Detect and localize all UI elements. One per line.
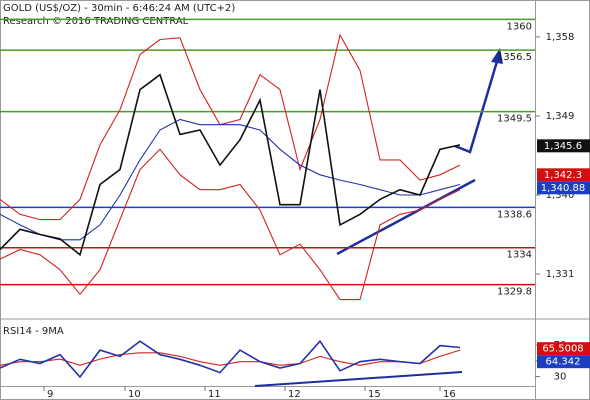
level-label: 1360 bbox=[507, 21, 532, 32]
x-tick-label: 11 bbox=[208, 389, 221, 400]
series-line bbox=[0, 118, 461, 241]
y-tick-label: 1,340 bbox=[546, 190, 575, 201]
series-line bbox=[0, 339, 461, 379]
y-tick-label: 30 bbox=[554, 372, 567, 383]
value-tag-label: 64.342 bbox=[546, 357, 581, 368]
x-tick-label: 9 bbox=[47, 389, 53, 400]
series-line bbox=[0, 349, 461, 366]
value-tag bbox=[537, 139, 590, 153]
y-tick-label: 1,358 bbox=[546, 32, 575, 43]
rsi-title: RSI14 - 9MA bbox=[3, 326, 64, 337]
level-label: 1349.5 bbox=[497, 114, 532, 125]
value-tag bbox=[537, 342, 590, 356]
value-tag bbox=[537, 181, 590, 195]
value-tag-label: 1,345.6 bbox=[544, 141, 582, 152]
arrow-head bbox=[491, 48, 503, 64]
x-tick-label: 16 bbox=[443, 389, 456, 400]
value-tag-label: 1,342.3 bbox=[544, 170, 582, 181]
y-tick-label: 1,349 bbox=[546, 111, 575, 122]
value-tag-label: 65.5008 bbox=[542, 344, 583, 355]
rsi-trend-line bbox=[254, 371, 463, 387]
series-line bbox=[0, 33, 461, 221]
projection-arrow bbox=[454, 57, 500, 154]
x-tick-label: 12 bbox=[288, 389, 301, 400]
trend-line bbox=[336, 178, 476, 256]
value-tag bbox=[537, 168, 590, 182]
level-label: 1334 bbox=[507, 250, 532, 261]
x-tick-label: 15 bbox=[368, 389, 381, 400]
chart-subtitle: Research © 2016 TRADING CENTRAL bbox=[3, 16, 189, 27]
series-line bbox=[0, 73, 461, 257]
value-tag-label: 1,340.88 bbox=[541, 183, 586, 194]
level-label: 1329.8 bbox=[497, 287, 532, 298]
value-tag bbox=[537, 355, 590, 369]
chart-title: GOLD (US$/OZ) - 30min - 6:46:24 AM (UTC+… bbox=[3, 3, 235, 14]
series-line bbox=[0, 148, 461, 301]
level-label: 1338.6 bbox=[497, 209, 532, 220]
x-tick-label: 10 bbox=[128, 389, 141, 400]
y-tick-label: 1,331 bbox=[546, 269, 575, 280]
level-label: 1356.5 bbox=[497, 52, 532, 63]
